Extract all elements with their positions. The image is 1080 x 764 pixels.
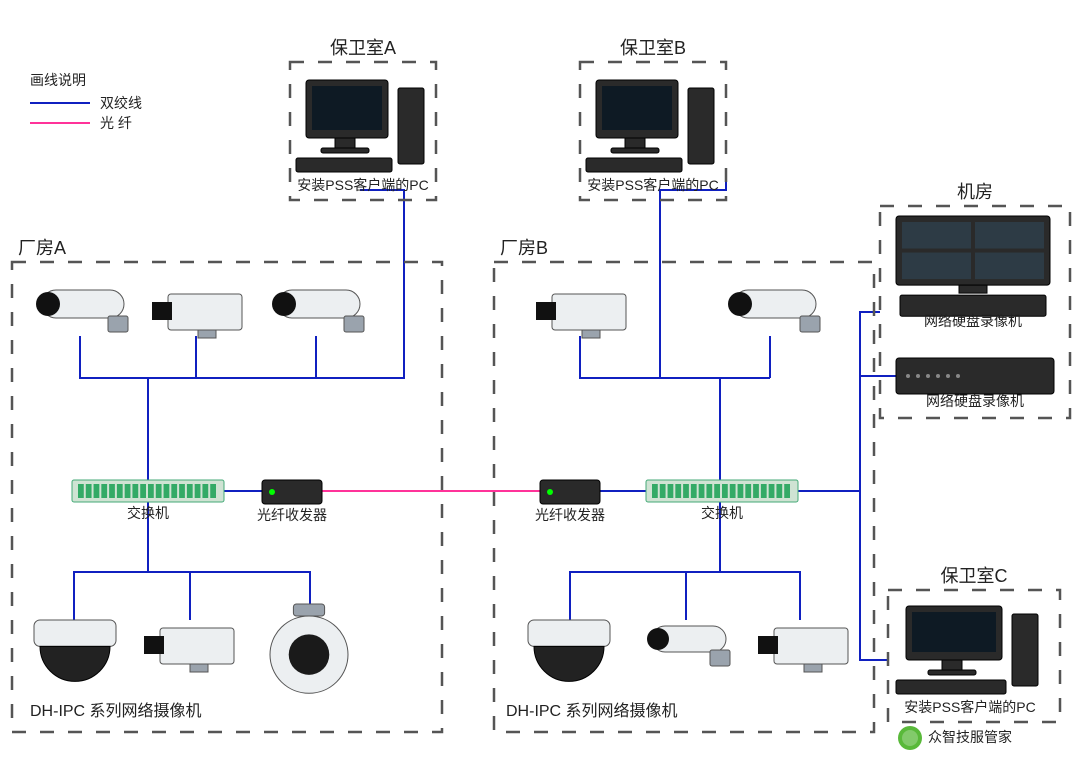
device-label: 网络硬盘录像机 xyxy=(926,393,1024,409)
pc-workstation xyxy=(586,80,714,172)
zone-title: 保卫室B xyxy=(620,38,686,58)
zone-title: 机房 xyxy=(957,182,993,202)
dome-camera xyxy=(528,620,610,681)
zone-guardB: 保卫室B 安装PSS客户端的PC xyxy=(580,38,726,200)
ptz-camera xyxy=(270,604,348,693)
device-label: 网络硬盘录像机 xyxy=(924,313,1022,329)
zone-guardC: 保卫室C 安装PSS客户端的PC xyxy=(888,566,1060,722)
box-camera xyxy=(758,628,848,672)
network-topology-diagram: 保卫室A 安装PSS客户端的PC 保卫室B 安装PSS客户端的PC 机房网络硬盘录像机网… xyxy=(0,0,1080,764)
bullet-camera xyxy=(647,626,730,666)
box-camera xyxy=(152,294,242,338)
legend-label: 光 纤 xyxy=(100,115,132,131)
pc-workstation xyxy=(296,80,424,172)
device-label: 光纤收发器 xyxy=(257,507,327,523)
zone-title: 保卫室A xyxy=(330,38,396,58)
edge xyxy=(860,491,888,660)
device-label: 安装PSS客户端的PC xyxy=(297,177,428,193)
edge xyxy=(580,336,770,378)
zone-plantA: 厂房A 交换机 光纤收发器 DH-IPC 系列网络摄像机 xyxy=(12,238,442,732)
edge xyxy=(74,572,310,620)
edge xyxy=(80,190,404,378)
dome-camera xyxy=(34,620,116,681)
edge xyxy=(798,312,880,491)
svg-text:众智技服管家: 众智技服管家 xyxy=(928,729,1012,745)
bullet-camera xyxy=(272,290,364,332)
group-caption: DH-IPC 系列网络摄像机 xyxy=(506,701,678,720)
watermark: 众智技服管家 xyxy=(898,726,1012,750)
network-switch xyxy=(646,480,798,502)
device-label: 交换机 xyxy=(701,505,743,521)
zone-guardA: 保卫室A 安装PSS客户端的PC xyxy=(290,38,436,200)
media-converter xyxy=(540,480,600,504)
nvr-monitor xyxy=(896,216,1050,316)
box-camera xyxy=(536,294,626,338)
device-label: 光纤收发器 xyxy=(535,507,605,523)
device-label: 安装PSS客户端的PC xyxy=(904,699,1035,715)
device-label: 安装PSS客户端的PC xyxy=(587,177,718,193)
edge xyxy=(660,176,726,378)
box-camera xyxy=(144,628,234,672)
zone-title: 保卫室C xyxy=(941,566,1008,586)
media-converter xyxy=(262,480,322,504)
zone-plantB: 厂房B 光纤收发器 交换机 DH-IPC 系列网络摄像机 xyxy=(494,238,874,732)
legend: 画线说明双绞线光 纤 xyxy=(30,72,142,131)
bullet-camera xyxy=(36,290,128,332)
zone-server: 机房网络硬盘录像机网络硬盘录像机 xyxy=(880,182,1070,418)
bullet-camera xyxy=(728,290,820,332)
nvr-unit xyxy=(896,358,1054,394)
pc-workstation xyxy=(896,606,1038,694)
edges-layer xyxy=(74,176,896,660)
legend-title: 画线说明 xyxy=(30,72,86,88)
group-caption: DH-IPC 系列网络摄像机 xyxy=(30,701,202,720)
legend-label: 双绞线 xyxy=(100,95,142,111)
network-switch xyxy=(72,480,224,502)
zone-title: 厂房A xyxy=(18,238,66,258)
zone-title: 厂房B xyxy=(500,238,548,258)
device-label: 交换机 xyxy=(127,505,169,521)
